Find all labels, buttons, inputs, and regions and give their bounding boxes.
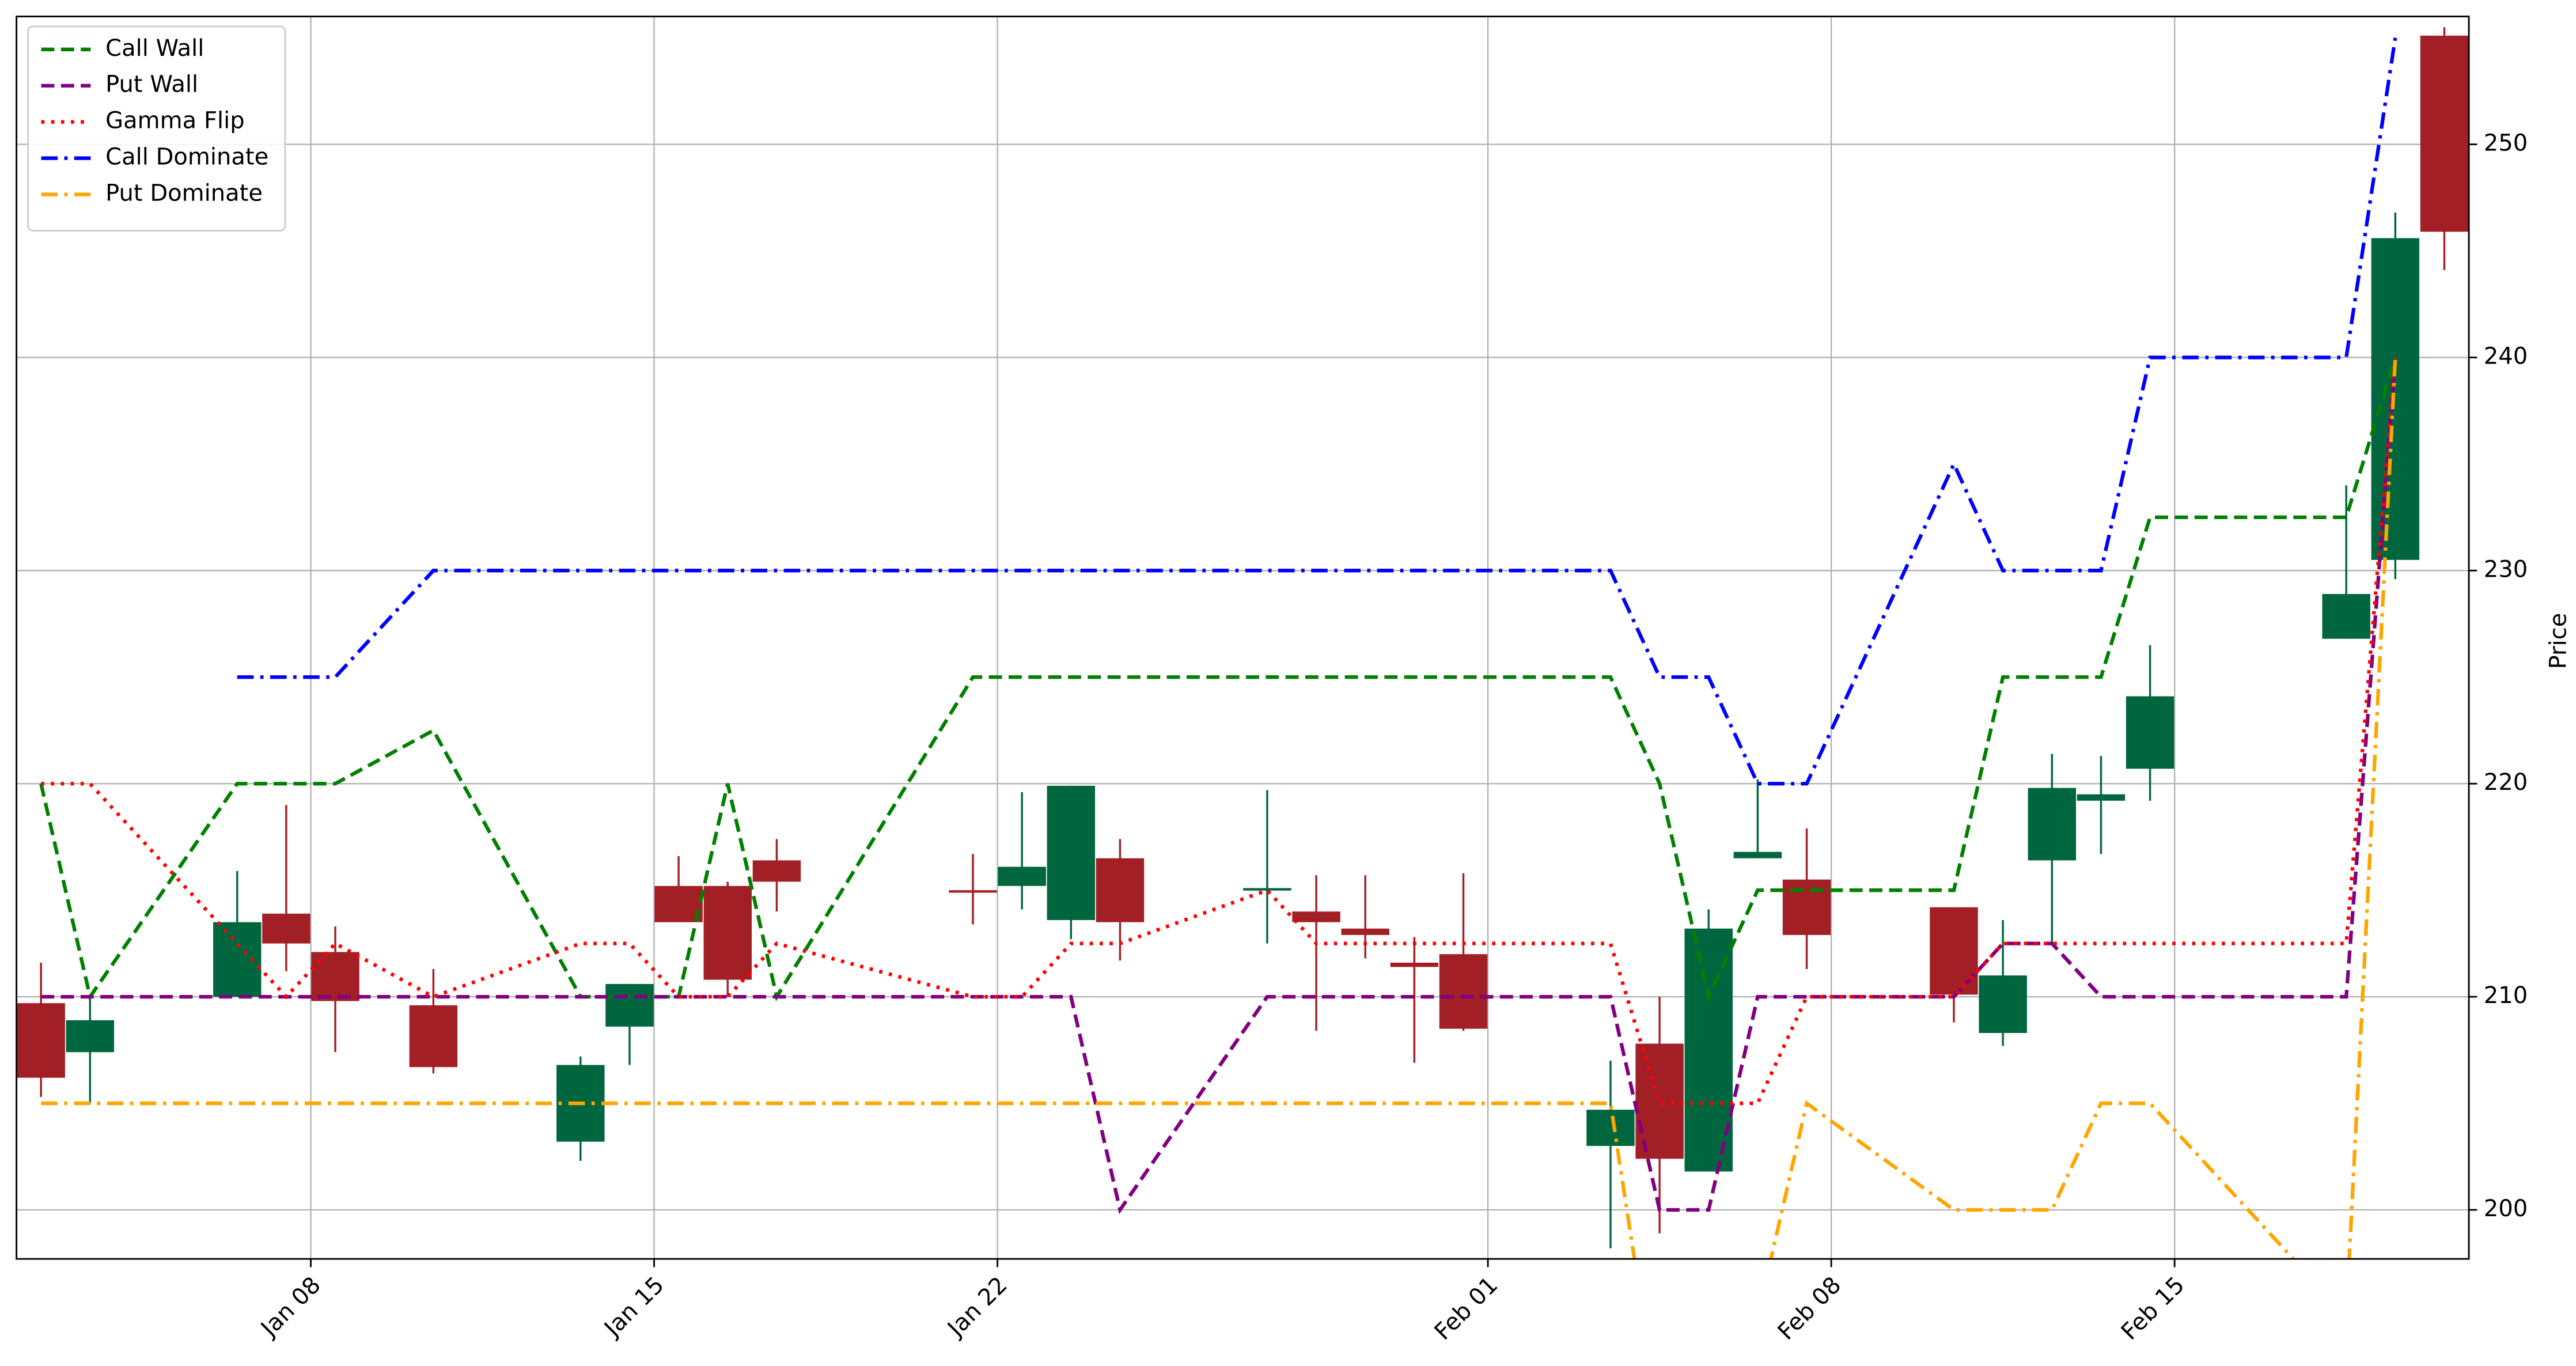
candle-body (1096, 858, 1145, 922)
candle-body (2028, 788, 2076, 861)
candle-body (409, 1005, 458, 1068)
candle-body (1390, 962, 1439, 967)
y-tick-label: 210 (2484, 982, 2528, 1009)
candle-body (1341, 928, 1389, 935)
candle-body (17, 1003, 65, 1078)
legend-box (27, 25, 286, 232)
series-line (237, 37, 2397, 786)
y-tick-label: 240 (2484, 343, 2528, 369)
candle-body (66, 1020, 115, 1053)
candle-body (1684, 928, 1733, 1172)
candle-body (2077, 794, 2126, 801)
candle-body (1439, 954, 1488, 1029)
candle-body (262, 913, 310, 944)
candle-body (1047, 785, 1096, 920)
candle-body (605, 983, 654, 1027)
series-line (39, 357, 2397, 1002)
candle-body (1979, 975, 2027, 1034)
candle-body (2420, 35, 2469, 232)
candle-body (1586, 1110, 1635, 1146)
series-line (41, 357, 2397, 1214)
candle-body (2322, 594, 2370, 639)
candle-body (2126, 696, 2175, 769)
candle-body (998, 866, 1046, 886)
candle-body (752, 860, 801, 882)
legend-label: Call Dominate (105, 144, 268, 171)
legend-label: Gamma Flip (105, 108, 245, 134)
y-tick-label: 220 (2484, 769, 2528, 796)
y-tick-label: 200 (2484, 1195, 2528, 1222)
y-tick-label: 250 (2484, 130, 2528, 157)
legend-label: Put Wall (105, 71, 198, 98)
plot-area (17, 27, 2469, 1259)
candle-body (1243, 888, 1291, 891)
candle-body (703, 886, 752, 980)
legend-label: Put Dominate (105, 180, 263, 206)
candle-body (1782, 879, 1831, 935)
axes-frame (16, 16, 2470, 1260)
candle-body (2371, 238, 2420, 560)
candle-body (1733, 852, 1782, 858)
y-tick-label: 230 (2484, 556, 2528, 582)
candle-body (1930, 907, 1978, 995)
legend: Call Wall Put Wall Gamma Flip Call Dominate… (27, 25, 286, 232)
candle-body (949, 890, 997, 893)
candle-body (1292, 911, 1340, 922)
y-axis-label: Price (2545, 613, 2571, 669)
candle-body (654, 886, 703, 922)
legend-label: Call Wall (105, 35, 204, 62)
